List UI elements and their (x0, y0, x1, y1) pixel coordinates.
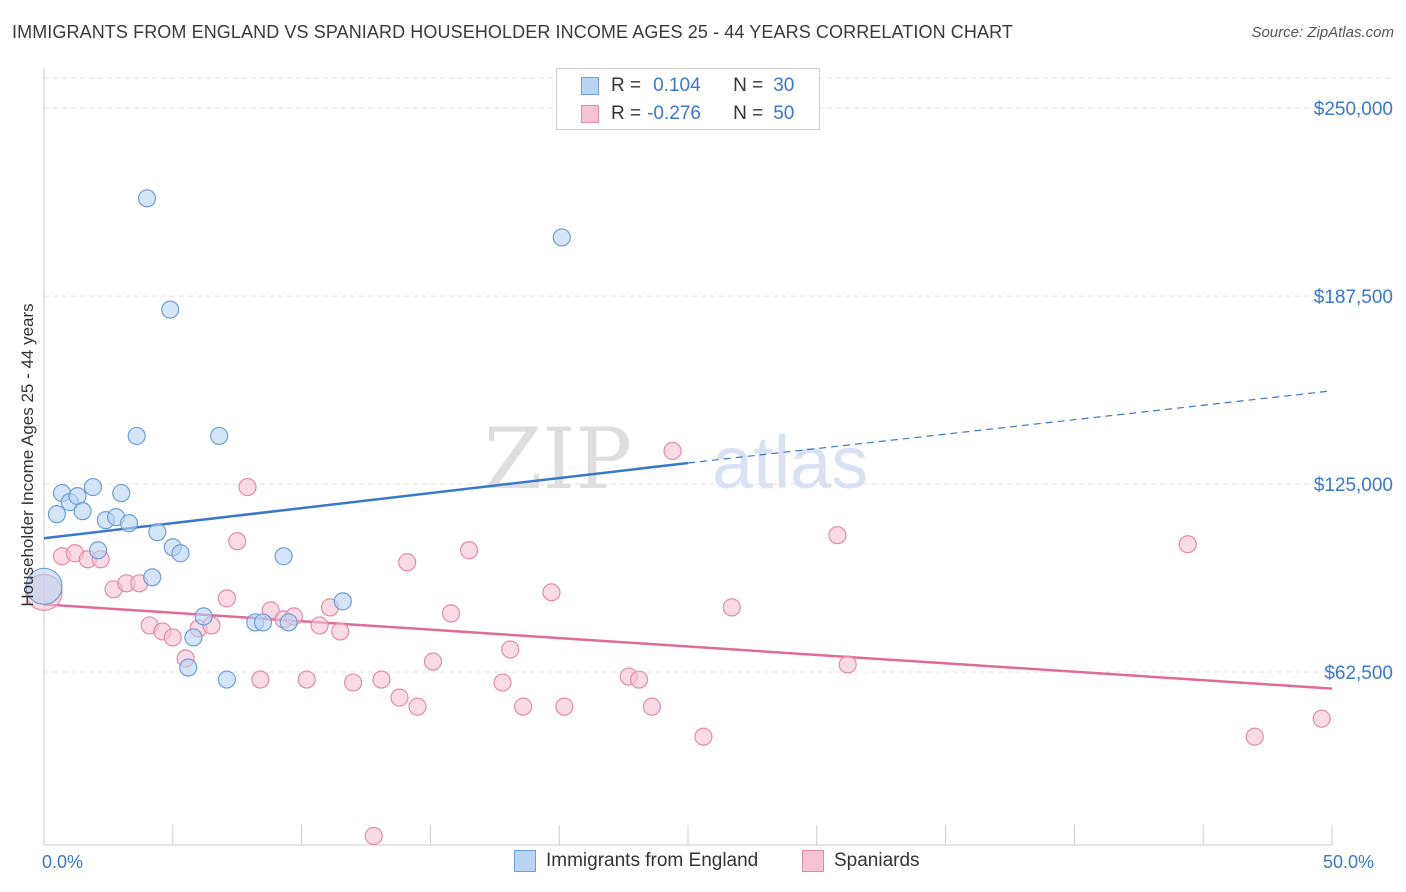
legend-n-label: N = (733, 75, 764, 96)
y-tick-labels: $62,500 $125,000 $187,500 $250,000 (1314, 99, 1393, 684)
data-point-spaniards (694, 727, 713, 746)
data-point-england (552, 228, 571, 247)
data-point-england (194, 607, 213, 626)
legend-swatch-spaniards (581, 105, 599, 123)
legend-swatch-england (581, 77, 599, 95)
data-points (25, 189, 1331, 846)
data-point-england (25, 567, 63, 605)
data-point-spaniards (297, 670, 316, 689)
series-legend: Immigrants from England Spaniards (0, 850, 1406, 878)
legend-item-spaniards: Spaniards (802, 850, 920, 872)
data-point-spaniards (838, 655, 857, 674)
legend-swatch-spaniards (802, 850, 824, 872)
data-point-spaniards (364, 826, 383, 846)
data-point-england (253, 613, 273, 632)
legend-r-value: 0.104 (653, 75, 701, 96)
watermark: ZIP atlas (484, 410, 868, 508)
data-point-england (179, 658, 198, 677)
correlation-legend: R = 0.104 N = 30 R = -0.276 N = 50 (556, 68, 820, 130)
data-point-england (137, 189, 157, 208)
data-point-england (143, 568, 162, 587)
data-point-england (274, 547, 293, 566)
data-point-spaniards (310, 616, 329, 635)
legend-label-england: Immigrants from England (546, 850, 759, 871)
data-point-england (148, 523, 167, 542)
data-point-england (184, 628, 203, 647)
data-point-spaniards (217, 589, 236, 608)
data-point-spaniards (398, 553, 417, 572)
data-point-england (210, 426, 229, 446)
source-credit: Source: ZipAtlas.com (1251, 24, 1394, 41)
y-tick-label: $187,500 (1314, 287, 1393, 308)
legend-r-label: R = (611, 103, 642, 124)
data-point-england (161, 300, 180, 319)
data-point-spaniards (1245, 727, 1264, 746)
data-point-spaniards (629, 670, 649, 689)
data-point-england (279, 613, 298, 632)
legend-n-value: 50 (773, 103, 795, 124)
data-point-spaniards (514, 697, 533, 716)
data-point-spaniards (390, 688, 409, 707)
data-point-spaniards (663, 441, 682, 461)
axes (43, 68, 1333, 846)
legend-label-spaniards: Spaniards (834, 850, 920, 871)
legend-r-label: R = (611, 75, 642, 96)
data-point-england (112, 483, 131, 503)
legend-row-spaniards: R = -0.276 N = 50 (557, 100, 794, 128)
data-point-spaniards (163, 628, 182, 647)
y-tick-label: $125,000 (1314, 475, 1393, 496)
x-tick-min: 0.0% (42, 852, 84, 872)
data-point-england (68, 486, 87, 506)
y-tick-label: $62,500 (1324, 663, 1393, 684)
legend-item-england: Immigrants from England (514, 850, 758, 872)
data-point-spaniards (555, 697, 574, 716)
data-point-england (119, 514, 139, 533)
data-point-england (171, 544, 190, 563)
data-point-spaniards (1312, 709, 1331, 728)
data-point-spaniards (493, 673, 512, 692)
data-point-england (217, 670, 236, 689)
y-tick-label: $250,000 (1314, 99, 1393, 120)
data-point-england (73, 502, 92, 521)
data-point-spaniards (1178, 535, 1197, 554)
x-tick-max: 50.0% (1323, 852, 1375, 872)
data-point-spaniards (423, 652, 443, 671)
data-point-spaniards (408, 697, 427, 716)
data-point-spaniards (331, 622, 350, 641)
legend-r-value: -0.276 (647, 103, 701, 124)
data-point-spaniards (238, 477, 257, 497)
legend-n-label: N = (733, 103, 764, 124)
data-point-spaniards (722, 598, 741, 617)
data-point-spaniards (344, 673, 363, 692)
data-point-england (333, 592, 352, 611)
data-point-england (83, 477, 103, 497)
legend-n-value: 30 (773, 75, 795, 96)
data-point-spaniards (542, 583, 561, 602)
data-point-spaniards (228, 532, 247, 551)
data-point-england (88, 541, 108, 560)
legend-swatch-england (514, 850, 536, 872)
chart-title: IMMIGRANTS FROM ENGLAND VS SPANIARD HOUS… (12, 22, 1013, 42)
watermark-atlas: atlas (712, 421, 868, 504)
grid (44, 77, 1394, 673)
data-point-spaniards (459, 541, 479, 560)
data-point-spaniards (642, 697, 662, 716)
data-point-spaniards (828, 526, 847, 545)
trend-line-england-extension (687, 390, 1333, 464)
watermark-zip: ZIP (484, 410, 632, 508)
data-point-spaniards (441, 604, 461, 623)
data-point-spaniards (501, 640, 520, 659)
data-point-england (127, 426, 146, 446)
trend-line-spaniards (43, 603, 1333, 690)
legend-row-england: R = 0.104 N = 30 (557, 72, 794, 100)
data-point-spaniards (372, 670, 391, 689)
data-point-england (47, 505, 66, 524)
data-point-spaniards (251, 670, 270, 689)
